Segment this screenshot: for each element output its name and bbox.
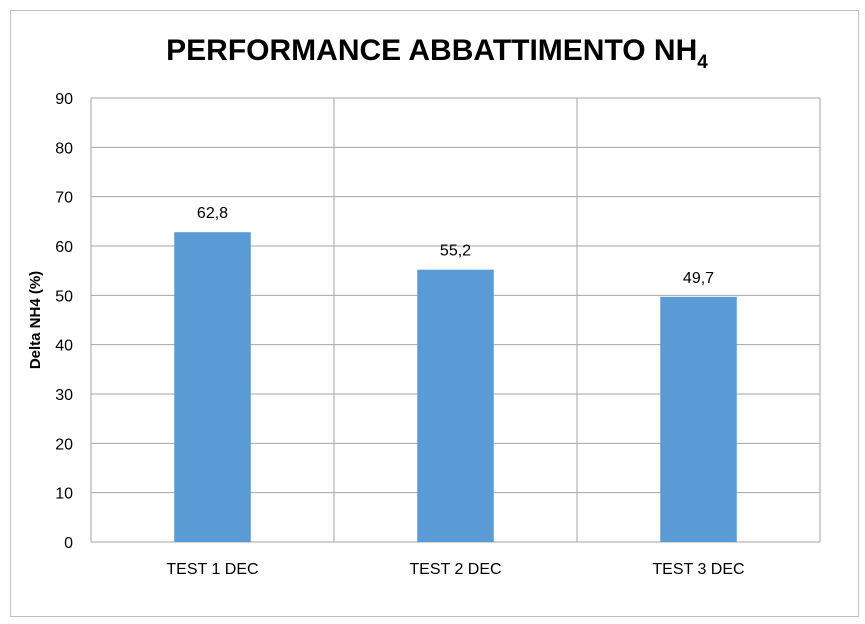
y-tick-label: 80: [55, 140, 73, 157]
labels: 0 10 20 30 40 50 60 70 80 90 62,8 TEST 1 DEC 55,2 TES…: [55, 91, 744, 578]
x-tick-label: TEST 1 DEC: [166, 561, 258, 578]
y-tick-label: 50: [55, 288, 73, 305]
bar: [660, 296, 737, 542]
bars: [174, 232, 737, 543]
data-label: 55,2: [440, 243, 471, 260]
bar: [417, 269, 494, 542]
chart-title-main: PERFORMANCE ABBATTIMENTO NH: [166, 34, 697, 67]
x-tick-label: TEST 3 DEC: [652, 561, 744, 578]
y-tick-label: 30: [55, 387, 73, 404]
y-axis-title: Delta NH4 (%): [27, 271, 44, 369]
y-tick-label: 40: [55, 338, 73, 355]
chart-title: PERFORMANCE ABBATTIMENTO NH4: [166, 34, 708, 73]
bar: [174, 232, 251, 543]
chart-title-subscript: 4: [697, 52, 708, 73]
data-label: 49,7: [683, 270, 714, 287]
y-tick-label: 90: [55, 91, 73, 108]
y-tick-label: 20: [55, 436, 73, 453]
x-tick-label: TEST 2 DEC: [409, 561, 501, 578]
data-label: 62,8: [197, 205, 228, 222]
y-tick-label: 60: [55, 239, 73, 256]
y-tick-label: 0: [64, 535, 73, 552]
y-tick-label: 70: [55, 190, 73, 207]
y-tick-label: 10: [55, 486, 73, 503]
